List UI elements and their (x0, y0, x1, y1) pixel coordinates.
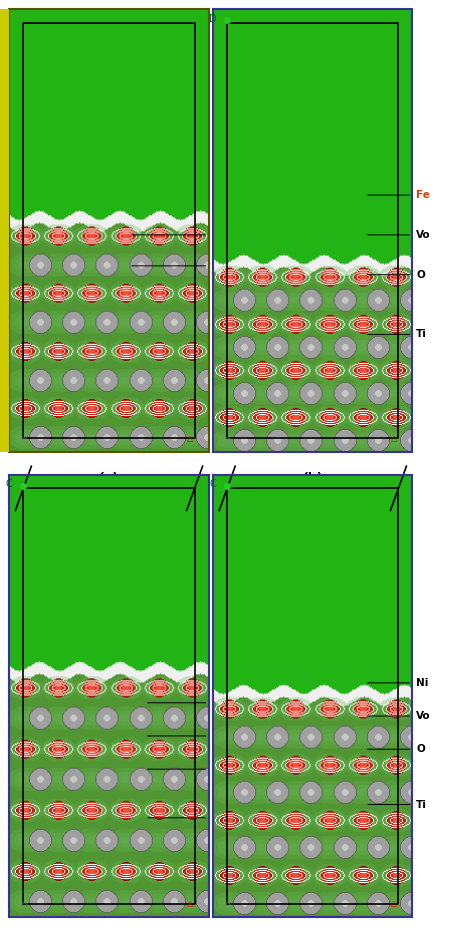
Text: Ti: Ti (212, 812, 223, 823)
Text: Vo: Vo (416, 230, 431, 240)
Text: Vo: Vo (212, 731, 227, 741)
Text: △: △ (391, 899, 398, 909)
Text: Fe: Fe (416, 190, 430, 200)
Text: Ti: Ti (212, 230, 223, 240)
Text: O: O (416, 270, 425, 280)
Text: O: O (212, 764, 221, 774)
Text: (a): (a) (99, 472, 119, 485)
Text: △: △ (187, 899, 194, 909)
Text: (b): (b) (302, 472, 323, 485)
Text: O: O (416, 744, 425, 754)
Text: Ti: Ti (416, 329, 427, 340)
Text: Vo: Vo (416, 711, 431, 721)
Bar (0, 9, 9, 452)
Text: ○: ○ (224, 437, 230, 443)
Text: Co: Co (212, 697, 228, 708)
Text: C: C (210, 479, 216, 490)
Text: Ni: Ni (416, 678, 429, 688)
Text: ○: ○ (20, 902, 27, 909)
Text: △: △ (187, 433, 194, 443)
Text: ○: ○ (20, 437, 27, 443)
Text: ○: ○ (224, 902, 230, 909)
Text: Ti: Ti (416, 799, 427, 810)
Text: △: △ (391, 433, 398, 443)
Text: O: O (212, 261, 221, 271)
Text: D: D (210, 14, 217, 23)
Text: C: C (6, 479, 12, 490)
